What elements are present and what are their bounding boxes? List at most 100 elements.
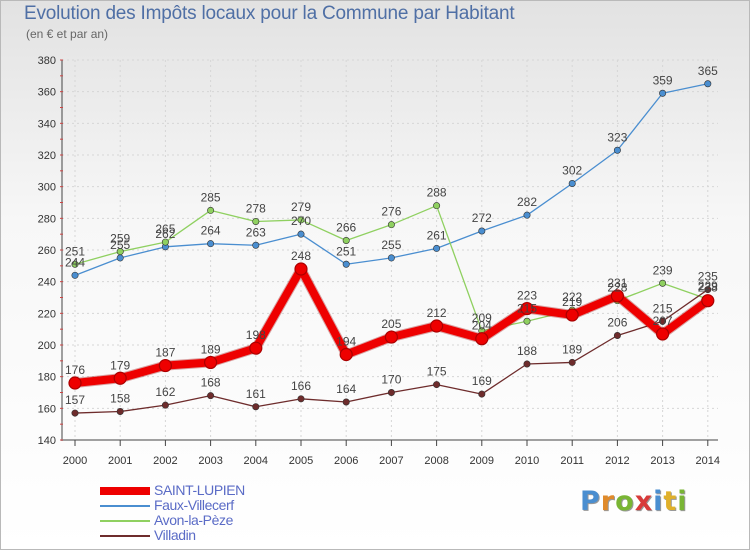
data-label: 259 bbox=[110, 232, 130, 246]
data-label: 266 bbox=[336, 221, 356, 235]
data-point bbox=[430, 319, 444, 333]
legend-swatch bbox=[100, 534, 150, 537]
y-tick-label: 300 bbox=[38, 182, 56, 194]
data-point bbox=[207, 206, 215, 214]
data-label: 189 bbox=[562, 342, 582, 356]
data-point bbox=[294, 262, 308, 276]
data-label: 263 bbox=[246, 225, 266, 239]
data-point bbox=[249, 341, 263, 355]
x-tick-label: 2005 bbox=[289, 455, 313, 467]
data-point bbox=[475, 332, 489, 346]
data-label: 169 bbox=[472, 374, 492, 388]
data-label: 204 bbox=[472, 319, 492, 333]
x-tick-label: 2011 bbox=[560, 455, 584, 467]
data-label: 222 bbox=[562, 290, 582, 304]
data-label: 255 bbox=[110, 238, 130, 252]
data-label: 285 bbox=[201, 190, 221, 204]
data-point bbox=[387, 221, 395, 229]
x-tick-label: 2013 bbox=[650, 455, 674, 467]
data-point bbox=[478, 227, 486, 235]
data-label: 223 bbox=[517, 289, 537, 303]
brand-letter: o bbox=[615, 486, 635, 517]
data-label: 187 bbox=[155, 346, 175, 360]
data-point bbox=[613, 331, 621, 339]
data-point bbox=[207, 240, 215, 248]
data-point bbox=[158, 358, 172, 373]
data-point bbox=[297, 395, 305, 403]
data-label: 219 bbox=[562, 295, 582, 309]
data-point bbox=[116, 407, 124, 415]
data-label: 282 bbox=[517, 195, 537, 209]
data-point bbox=[704, 80, 712, 88]
data-point bbox=[161, 238, 169, 246]
data-point bbox=[433, 244, 441, 252]
data-point bbox=[252, 403, 260, 411]
data-point bbox=[387, 388, 395, 396]
data-label: 235 bbox=[698, 270, 718, 284]
legend-label: SAINT-LUPIEN bbox=[154, 482, 245, 498]
data-point bbox=[433, 381, 441, 389]
data-label: 206 bbox=[607, 316, 627, 330]
data-point bbox=[68, 376, 82, 390]
data-point bbox=[568, 180, 576, 188]
data-point bbox=[339, 347, 353, 362]
data-label: 168 bbox=[201, 376, 221, 390]
data-label: 164 bbox=[336, 382, 356, 396]
legend-item-faux-villecerf: Faux-Villecerf bbox=[100, 498, 245, 513]
data-point bbox=[520, 301, 534, 316]
x-tick-label: 2014 bbox=[696, 455, 720, 467]
data-point bbox=[207, 392, 215, 400]
data-label: 251 bbox=[65, 244, 85, 258]
data-label: 209 bbox=[472, 311, 492, 325]
x-tick-label: 2000 bbox=[63, 455, 87, 467]
chart-title: Evolution des Impôts locaux pour la Comm… bbox=[24, 3, 515, 24]
series-villadin bbox=[71, 286, 712, 417]
data-label: 255 bbox=[381, 238, 401, 252]
legend-swatch bbox=[100, 519, 150, 522]
data-label: 157 bbox=[65, 393, 85, 407]
legend: SAINT-LUPIEN Faux-Villecerf Avon-la-Pèze Vi… bbox=[100, 483, 245, 543]
data-point bbox=[252, 241, 260, 249]
x-tick-label: 2008 bbox=[424, 455, 448, 467]
legend-item-villadin: Villadin bbox=[100, 528, 245, 543]
data-label: 205 bbox=[381, 317, 401, 331]
data-label: 279 bbox=[291, 200, 311, 214]
brand-letter: x bbox=[634, 486, 654, 517]
legend-label: Villadin bbox=[154, 527, 196, 543]
legend-label: Faux-Villecerf bbox=[154, 497, 234, 513]
data-point bbox=[387, 254, 395, 262]
data-label: 270 bbox=[291, 214, 311, 228]
data-point bbox=[161, 401, 169, 409]
data-point bbox=[204, 355, 218, 370]
x-tick-label: 2006 bbox=[334, 455, 358, 467]
data-point bbox=[523, 317, 531, 325]
data-point bbox=[613, 146, 621, 154]
data-point bbox=[342, 398, 350, 406]
data-label: 359 bbox=[653, 73, 673, 87]
data-point bbox=[610, 289, 625, 303]
series-faux-villecerf bbox=[71, 80, 712, 279]
data-label: 166 bbox=[291, 379, 311, 393]
brand-letter: P bbox=[580, 486, 601, 517]
x-tick-label: 2010 bbox=[515, 455, 539, 467]
y-tick-label: 360 bbox=[38, 87, 56, 99]
x-tick-label: 2009 bbox=[470, 455, 494, 467]
x-tick-label: 2007 bbox=[379, 455, 403, 467]
data-point bbox=[342, 237, 350, 245]
data-label: 176 bbox=[65, 363, 85, 377]
x-tick-label: 2004 bbox=[244, 455, 268, 467]
data-point bbox=[116, 248, 124, 256]
chart-subtitle: (en € et par an) bbox=[26, 27, 109, 41]
y-tick-label: 380 bbox=[38, 55, 56, 67]
data-label: 175 bbox=[427, 365, 447, 379]
data-label: 215 bbox=[653, 301, 673, 315]
data-point bbox=[565, 308, 579, 322]
data-label: 207 bbox=[653, 314, 673, 328]
legend-swatch bbox=[100, 486, 150, 495]
series-saint-lupien bbox=[68, 262, 715, 390]
x-tick-label: 2003 bbox=[198, 455, 222, 467]
data-point bbox=[252, 218, 260, 226]
data-label: 231 bbox=[607, 276, 627, 290]
